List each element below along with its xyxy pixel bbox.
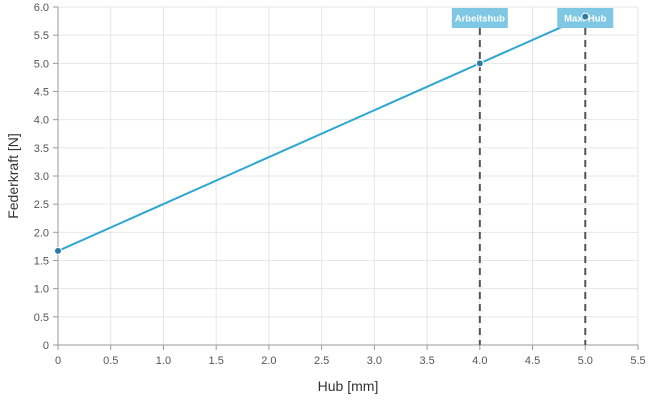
grid <box>57 6 639 346</box>
x-tick-label: 3.0 <box>367 355 382 367</box>
y-tick-label: 1.0 <box>34 284 49 296</box>
x-tick-label: 4.0 <box>472 355 487 367</box>
y-tick-label: 2.0 <box>34 227 49 239</box>
x-tick-label: 0.5 <box>103 355 118 367</box>
x-tick-label: 5.0 <box>578 355 593 367</box>
x-tick-label: 1.5 <box>209 355 224 367</box>
y-tick-label: 1.5 <box>34 256 49 268</box>
x-tick-label: 0 <box>55 355 61 367</box>
x-tick-label: 4.5 <box>525 355 540 367</box>
x-axis-title: Hub [mm] <box>318 378 379 394</box>
marker-label: Arbeitshub <box>455 14 505 25</box>
y-tick-label: 4.0 <box>34 115 49 127</box>
x-tick-label: 5.5 <box>630 355 645 367</box>
marker-label-box <box>451 8 508 28</box>
y-tick-label: 0.5 <box>34 312 49 324</box>
y-tick-label: 0 <box>43 340 49 352</box>
y-tick-label: 5.0 <box>34 58 49 70</box>
data-point-overlay <box>581 12 590 21</box>
data-point <box>54 246 62 255</box>
axes <box>53 6 639 350</box>
y-tick-label: 4.5 <box>34 87 49 99</box>
y-tick-label: 5.5 <box>34 30 49 42</box>
y-tick-label: 3.0 <box>34 171 49 183</box>
x-tick-label: 1.0 <box>156 355 171 367</box>
y-tick-label: 2.5 <box>34 199 49 211</box>
y-tick-label: 6.0 <box>34 2 49 14</box>
x-tick-label: 2.0 <box>261 355 276 367</box>
x-tick-label: 2.5 <box>314 355 329 367</box>
x-tick-label: 3.5 <box>419 355 434 367</box>
marker-layer: Arbeitshub Max. Hub <box>451 8 614 345</box>
y-axis-title: Federkraft [N] <box>5 133 21 219</box>
y-tick-label: 3.5 <box>34 143 49 155</box>
data-point-overlay <box>475 59 484 68</box>
tick-labels: 0 0.5 1.0 1.5 2.0 2.5 3.0 3.5 4.0 4.5 5.0 5.5 6.0 0 0.… <box>34 2 646 367</box>
